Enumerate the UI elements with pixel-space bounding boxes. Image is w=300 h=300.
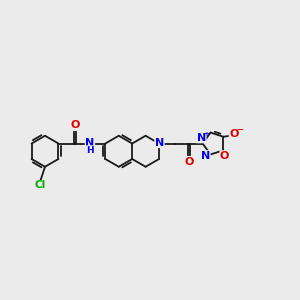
Text: +: +	[203, 131, 209, 137]
Text: O: O	[184, 157, 194, 166]
Text: O: O	[220, 151, 229, 161]
Text: O: O	[229, 129, 239, 139]
Text: O: O	[70, 121, 80, 130]
Text: N: N	[155, 137, 164, 148]
Text: N: N	[85, 138, 94, 148]
Text: H: H	[86, 146, 94, 155]
Text: N: N	[201, 151, 210, 161]
Text: −: −	[236, 125, 243, 134]
Text: N: N	[197, 133, 206, 143]
Text: Cl: Cl	[35, 181, 46, 190]
